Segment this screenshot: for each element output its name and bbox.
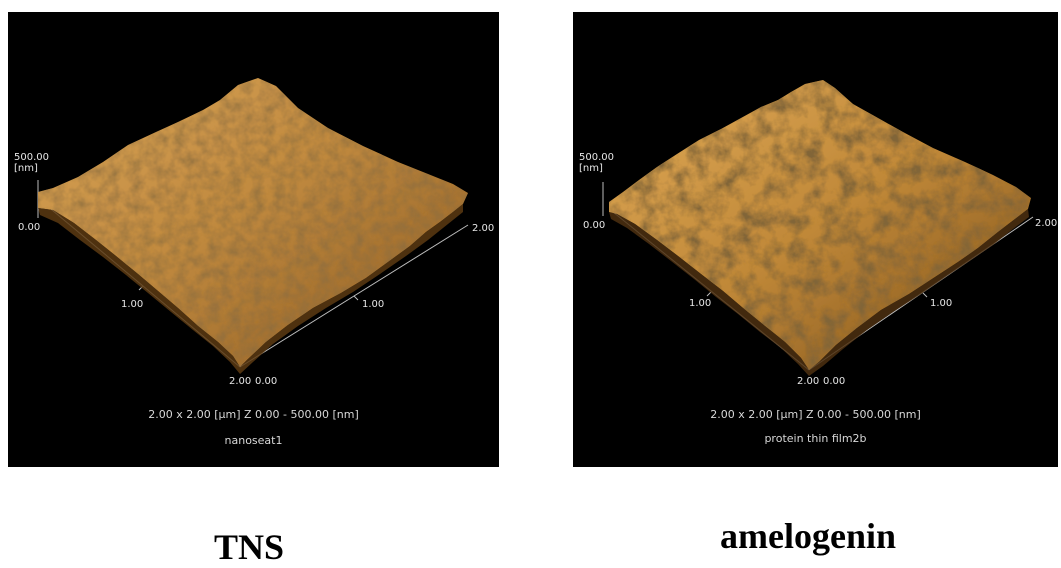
corner-label: 2.00: [797, 376, 820, 387]
corner-origin-label: 0.00: [255, 376, 278, 387]
surface-amelogenin: [609, 80, 1031, 370]
title-tns: TNS: [214, 527, 285, 567]
afm-image-tns: 500.00 [nm] 0.00 2.00 1.00 1.00 2.00 0.0…: [8, 12, 499, 467]
origin-label: 0.00: [583, 220, 606, 231]
y-mid-label: 1.00: [689, 298, 712, 309]
x-mid-label: 1.00: [930, 298, 953, 309]
z-max-label: 500.00: [579, 152, 614, 163]
x-end-label: 2.00: [472, 223, 495, 234]
y-mid-label: 1.00: [121, 299, 144, 310]
z-unit-label: [nm]: [14, 163, 38, 174]
z-max-label: 500.00: [14, 152, 49, 163]
x-mid-label: 1.00: [362, 299, 385, 310]
afm-surface-amelogenin: [602, 80, 1034, 376]
corner-origin-label: 0.00: [823, 376, 846, 387]
filename-label: nanoseat1: [224, 434, 283, 447]
origin-label: 0.00: [18, 222, 41, 233]
z-unit-label: [nm]: [579, 163, 603, 174]
x-end-label: 2.00: [1035, 218, 1058, 229]
filename-label: protein thin film2b: [764, 432, 867, 445]
scan-info: 2.00 x 2.00 [µm] Z 0.00 - 500.00 [nm]: [148, 408, 359, 421]
corner-label: 2.00: [229, 376, 252, 387]
afm-image-amelogenin: 500.00 [nm] 0.00 2.00 1.00 1.00 2.00 0.0…: [573, 12, 1058, 467]
surface-tns: [38, 78, 468, 367]
scan-info: 2.00 x 2.00 [µm] Z 0.00 - 500.00 [nm]: [710, 408, 921, 421]
title-amelogenin: amelogenin: [720, 516, 896, 556]
afm-surface-tns: [37, 78, 469, 374]
